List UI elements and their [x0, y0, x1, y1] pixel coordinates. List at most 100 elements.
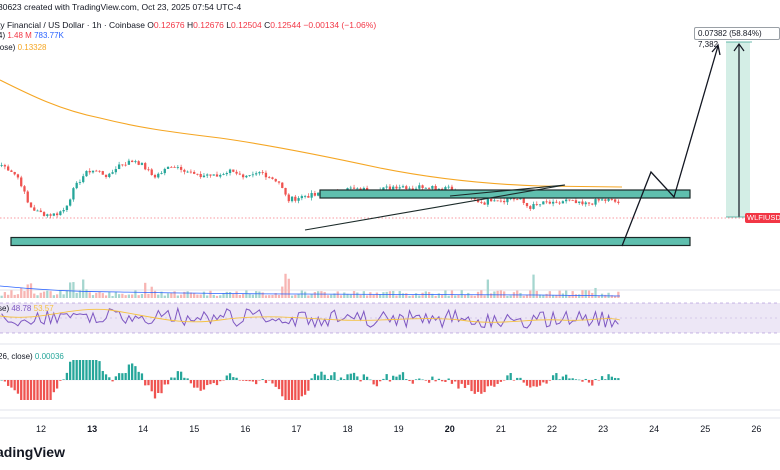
candle-body[interactable]: [121, 164, 124, 166]
candle-body[interactable]: [114, 169, 117, 173]
candle-body[interactable]: [506, 198, 509, 203]
candle-body[interactable]: [395, 186, 398, 189]
candle-body[interactable]: [496, 200, 499, 202]
rsi-legend[interactable]: se) 48.78 53.57: [0, 304, 54, 313]
candle-body[interactable]: [516, 199, 519, 201]
candle-body[interactable]: [574, 200, 578, 203]
candle-body[interactable]: [258, 172, 261, 174]
candle-body[interactable]: [356, 188, 359, 190]
candle-body[interactable]: [317, 192, 320, 196]
candle-body[interactable]: [382, 187, 385, 190]
candle-body[interactable]: [303, 195, 307, 197]
candle-body[interactable]: [248, 175, 251, 176]
candle-body[interactable]: [111, 172, 114, 174]
candle-body[interactable]: [594, 199, 597, 205]
triangle-lower-line[interactable]: [304, 184, 566, 231]
candle-body[interactable]: [268, 177, 271, 179]
candle-body[interactable]: [261, 172, 264, 173]
candle-body[interactable]: [421, 185, 424, 189]
candle-body[interactable]: [538, 204, 542, 206]
candle-body[interactable]: [581, 201, 584, 205]
candle-body[interactable]: [568, 199, 571, 201]
candle-body[interactable]: [196, 173, 199, 175]
price-range-measure[interactable]: [726, 42, 750, 217]
candle-body[interactable]: [95, 170, 98, 172]
candle-body[interactable]: [219, 174, 222, 177]
candle-body[interactable]: [600, 199, 604, 201]
candle-body[interactable]: [610, 198, 613, 200]
candle-body[interactable]: [186, 171, 189, 173]
candle-body[interactable]: [604, 199, 607, 201]
candle-body[interactable]: [542, 201, 545, 205]
candle-body[interactable]: [431, 185, 434, 189]
candle-body[interactable]: [480, 202, 483, 203]
candle-body[interactable]: [173, 167, 176, 168]
candle-body[interactable]: [108, 173, 111, 177]
candle-body[interactable]: [183, 169, 186, 172]
candle-body[interactable]: [571, 200, 574, 201]
candle-body[interactable]: [52, 213, 55, 216]
candle-body[interactable]: [98, 170, 101, 172]
candle-body[interactable]: [447, 186, 450, 188]
candle-body[interactable]: [85, 170, 88, 177]
candle-body[interactable]: [434, 185, 437, 190]
candle-body[interactable]: [607, 198, 610, 201]
candle-body[interactable]: [202, 175, 206, 178]
candle-body[interactable]: [493, 200, 496, 202]
candle-body[interactable]: [565, 199, 568, 202]
candle-body[interactable]: [206, 174, 209, 176]
candle-body[interactable]: [255, 173, 258, 175]
candle-body[interactable]: [199, 173, 202, 178]
candle-body[interactable]: [23, 186, 26, 192]
macd-legend[interactable]: 26, close) 0.00036: [0, 352, 64, 361]
candle-body[interactable]: [277, 181, 281, 183]
candle-body[interactable]: [91, 170, 95, 173]
candle-body[interactable]: [349, 187, 352, 189]
candle-body[interactable]: [307, 195, 310, 198]
candle-body[interactable]: [212, 174, 215, 176]
candle-body[interactable]: [555, 201, 558, 203]
candle-body[interactable]: [483, 202, 486, 205]
candle-body[interactable]: [418, 185, 421, 189]
candle-body[interactable]: [408, 188, 411, 190]
candle-body[interactable]: [88, 170, 91, 173]
candle-body[interactable]: [49, 214, 52, 216]
candle-body[interactable]: [271, 177, 274, 179]
candle-body[interactable]: [529, 206, 532, 209]
candle-body[interactable]: [124, 164, 127, 166]
candle-body[interactable]: [535, 204, 538, 205]
candle-body[interactable]: [157, 173, 160, 178]
candle-body[interactable]: [127, 160, 131, 165]
candle-body[interactable]: [313, 193, 317, 196]
candle-body[interactable]: [525, 203, 529, 207]
candle-body[interactable]: [551, 201, 555, 204]
candle-body[interactable]: [297, 198, 300, 201]
candle-body[interactable]: [232, 169, 235, 172]
candle-body[interactable]: [290, 196, 294, 202]
candle-body[interactable]: [587, 202, 591, 204]
candle-body[interactable]: [264, 172, 268, 178]
candle-body[interactable]: [39, 210, 42, 213]
candle-body[interactable]: [512, 198, 516, 200]
candle-body[interactable]: [300, 196, 303, 199]
candle-body[interactable]: [134, 161, 137, 163]
candle-body[interactable]: [3, 165, 7, 167]
candle-body[interactable]: [561, 201, 565, 204]
candle-body[interactable]: [476, 199, 480, 203]
triangle-upper-line[interactable]: [449, 184, 566, 197]
candle-body[interactable]: [522, 198, 525, 204]
candle-body[interactable]: [176, 166, 179, 168]
candle-body[interactable]: [424, 187, 427, 189]
tradingview-logo[interactable]: adingView: [0, 444, 65, 460]
candle-body[interactable]: [104, 174, 108, 177]
candle-body[interactable]: [0, 165, 3, 166]
candle-body[interactable]: [193, 171, 196, 174]
candle-body[interactable]: [131, 160, 134, 163]
support-zone[interactable]: [10, 236, 691, 247]
candle-body[interactable]: [274, 178, 277, 182]
candle-body[interactable]: [10, 170, 13, 172]
candle-body[interactable]: [437, 188, 441, 190]
candle-body[interactable]: [284, 187, 287, 195]
candle-body[interactable]: [548, 201, 551, 204]
candle-body[interactable]: [160, 173, 163, 174]
